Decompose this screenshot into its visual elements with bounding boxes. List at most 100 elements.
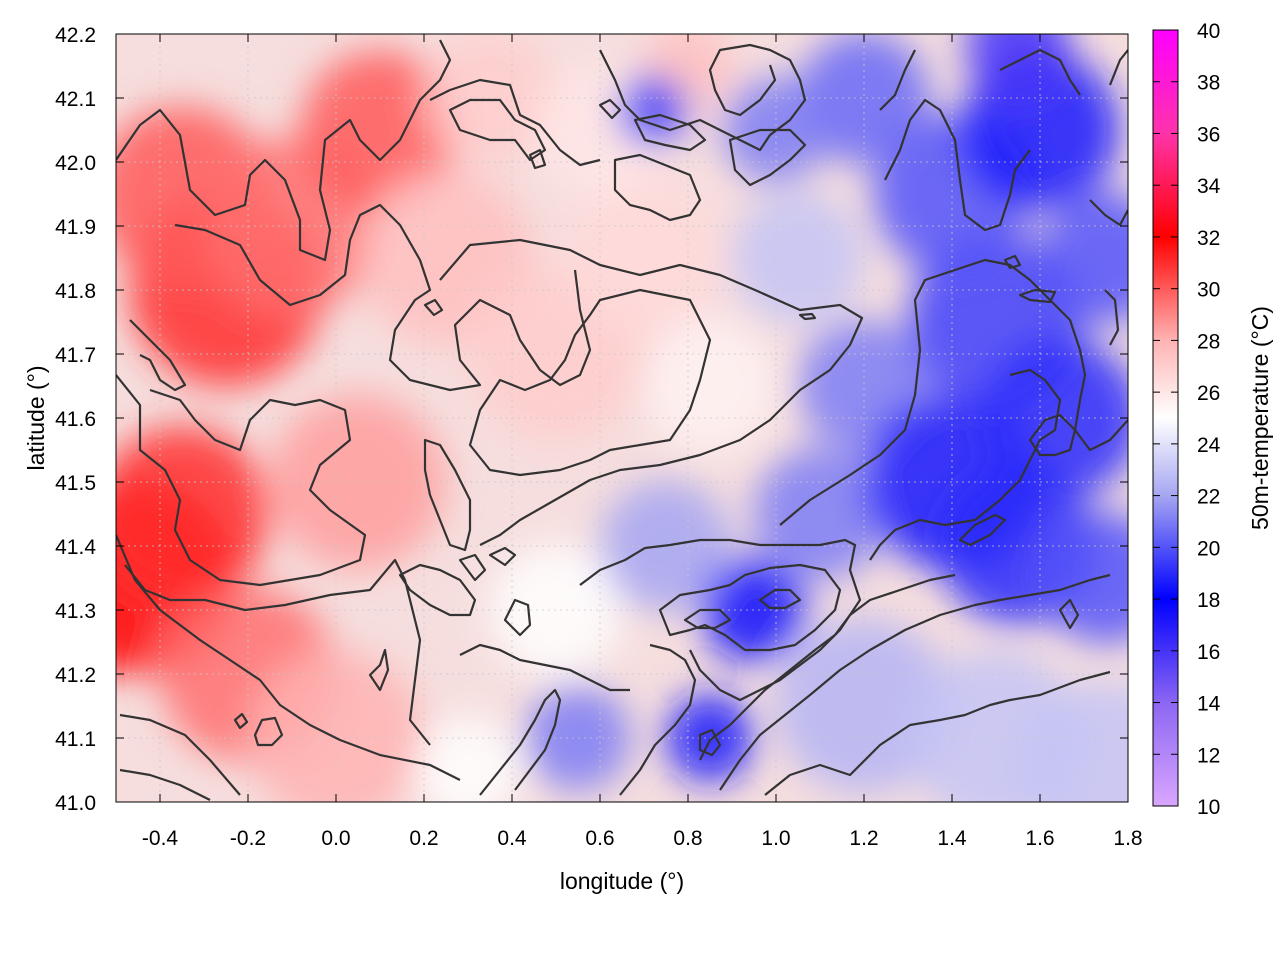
y-tick-label: 41.5 bbox=[55, 472, 96, 495]
contour-line bbox=[658, 563, 842, 652]
y-axis: 41.0 41.1 41.2 41.3 41.4 41.5 41.6 41.7 41.8 41.9… bbox=[55, 24, 1128, 815]
x-axis: -0.4 -0.2 0.0 0.2 0.4 0.6 0.8 1.0 1.2 1.4 1.6 1.8 bbox=[142, 34, 1143, 850]
contour-line bbox=[488, 546, 517, 567]
colorbar-tick-label: 34 bbox=[1197, 175, 1221, 198]
contour-line bbox=[129, 319, 187, 392]
x-tick-label: 0.4 bbox=[497, 827, 527, 850]
contour-line bbox=[253, 716, 284, 747]
y-tick-label: 41.1 bbox=[55, 728, 96, 751]
contour-line bbox=[119, 768, 211, 801]
contour-line bbox=[619, 643, 697, 796]
contour-line bbox=[448, 98, 547, 162]
heatmap-cell bbox=[1018, 682, 1128, 802]
colorbar-tick-label: 40 bbox=[1197, 20, 1220, 43]
y-tick-label: 41.4 bbox=[55, 536, 96, 559]
contour-line bbox=[479, 688, 562, 796]
heatmap-cell bbox=[754, 448, 886, 580]
heatmap-cell bbox=[1040, 512, 1128, 644]
contour-line bbox=[1108, 49, 1128, 86]
contour-line bbox=[1104, 289, 1120, 346]
contour-line bbox=[1058, 598, 1080, 630]
x-tick-label: 1.4 bbox=[937, 827, 967, 850]
colorbar-tick-label: 24 bbox=[1197, 434, 1221, 457]
heatmap-cell bbox=[617, 75, 688, 146]
colorbar-tick-label: 10 bbox=[1197, 796, 1220, 819]
contour-line bbox=[503, 598, 532, 637]
x-tick-label: -0.4 bbox=[142, 827, 179, 850]
colorbar-gradient bbox=[1152, 29, 1179, 807]
x-tick-label: 1.6 bbox=[1025, 827, 1054, 850]
contour-line bbox=[423, 298, 444, 317]
contour-line bbox=[174, 203, 592, 392]
contour-line bbox=[613, 153, 702, 222]
contour-line bbox=[1028, 413, 1077, 457]
colorbar-tick-label: 16 bbox=[1197, 641, 1220, 664]
contour-line bbox=[698, 728, 722, 757]
y-tick-label: 42.0 bbox=[55, 152, 96, 175]
colorbar-tick-label: 26 bbox=[1197, 382, 1220, 405]
y-tick-label: 41.9 bbox=[55, 216, 96, 239]
contour-line bbox=[958, 513, 1007, 547]
y-tick-label: 41.7 bbox=[55, 344, 96, 367]
contour-line bbox=[579, 538, 862, 702]
x-axis-title: longitude (°) bbox=[560, 868, 684, 894]
contour-line bbox=[599, 43, 807, 152]
y-axis-title: latitude (°) bbox=[23, 365, 49, 470]
x-tick-label: 1.0 bbox=[761, 827, 790, 850]
heatmap bbox=[116, 34, 1128, 802]
colorbar: 10 12 14 16 18 20 22 24 26 28 30 32 34 36 38 40 50m-tem… bbox=[1152, 20, 1273, 819]
contour-line bbox=[779, 258, 1128, 526]
contour-line bbox=[798, 312, 817, 321]
x-tick-label: 0.8 bbox=[673, 827, 702, 850]
contour-line bbox=[458, 553, 487, 582]
colorbar-tick-label: 14 bbox=[1197, 693, 1221, 716]
x-tick-label: 0.6 bbox=[585, 827, 614, 850]
heatmap-cell bbox=[415, 717, 521, 802]
colorbar-tick-label: 38 bbox=[1197, 72, 1220, 95]
x-tick-label: 0.0 bbox=[321, 827, 350, 850]
colorbar-tick-label: 28 bbox=[1197, 330, 1220, 353]
heatmap-cell bbox=[116, 426, 270, 602]
contour-line bbox=[1003, 254, 1022, 270]
contour-line bbox=[999, 48, 1081, 96]
contour-line bbox=[233, 712, 249, 730]
heatmap-cell bbox=[732, 192, 864, 324]
colorbar-tick-label: 32 bbox=[1197, 227, 1220, 250]
y-tick-label: 41.8 bbox=[55, 280, 96, 303]
contour-line bbox=[459, 643, 630, 692]
contour-lines bbox=[116, 39, 1128, 801]
contour-line bbox=[528, 148, 547, 170]
heatmap-cell bbox=[300, 50, 460, 210]
colorbar-tick-label: 30 bbox=[1197, 279, 1220, 302]
contour-line bbox=[124, 558, 431, 746]
contour-line bbox=[869, 368, 1062, 561]
y-tick-label: 41.0 bbox=[55, 792, 96, 815]
contour-line bbox=[633, 113, 707, 152]
y-tick-label: 41.2 bbox=[55, 664, 96, 687]
contour-line bbox=[1089, 199, 1128, 227]
heatmap-cell bbox=[798, 34, 930, 164]
contour-line bbox=[879, 49, 916, 111]
contour-line bbox=[719, 573, 1111, 791]
y-tick-label: 41.3 bbox=[55, 600, 96, 623]
contour-line bbox=[116, 39, 452, 262]
x-tick-label: -0.2 bbox=[230, 827, 266, 850]
colorbar-ticks: 10 12 14 16 18 20 22 24 26 28 30 32 34 36 38 40 bbox=[1153, 20, 1221, 819]
heatmap-cell bbox=[1040, 192, 1128, 324]
x-tick-label: 0.2 bbox=[409, 827, 438, 850]
contour-line bbox=[423, 438, 472, 552]
contour-line bbox=[683, 608, 732, 630]
heatmap-cell bbox=[982, 338, 1128, 498]
contour-line bbox=[728, 128, 807, 187]
y-tick-label: 42.1 bbox=[55, 88, 96, 111]
contour-line bbox=[764, 670, 1111, 796]
heatmap-cell bbox=[644, 320, 776, 452]
contour-line bbox=[116, 534, 461, 781]
colorbar-tick-label: 18 bbox=[1197, 589, 1220, 612]
contour-line bbox=[439, 238, 864, 546]
x-tick-label: 1.2 bbox=[849, 827, 878, 850]
contour-line bbox=[598, 98, 622, 120]
colorbar-tick-label: 22 bbox=[1197, 486, 1220, 509]
contour-line bbox=[119, 713, 241, 796]
